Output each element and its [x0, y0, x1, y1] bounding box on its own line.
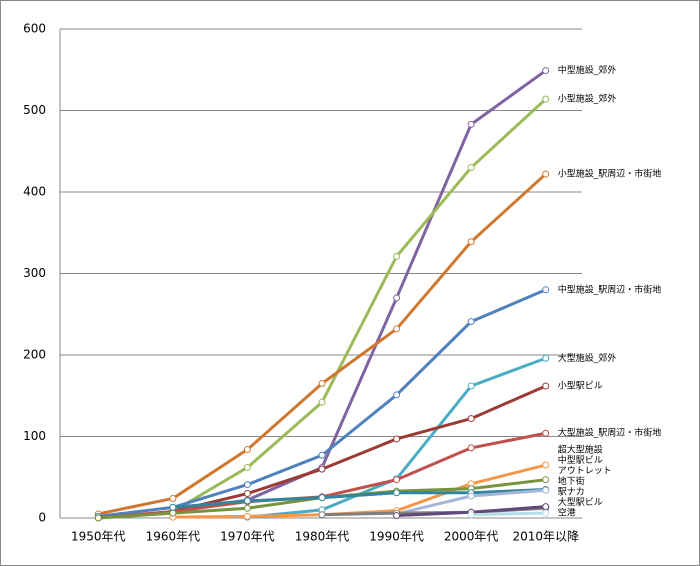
data-point [243, 512, 251, 520]
legend-label: 大型施設_駅周辺・市街地 [558, 427, 662, 439]
data-point [542, 95, 550, 103]
data-point [542, 382, 550, 390]
data-point [318, 511, 326, 519]
x-tick-label: 1960年代 [146, 530, 201, 544]
legend-label: 小型施設_郊外 [558, 93, 617, 105]
data-point [393, 294, 401, 302]
data-point [243, 481, 251, 489]
data-point [169, 503, 177, 511]
data-point [318, 465, 326, 473]
legend-label: 中型駅ビル [558, 454, 603, 466]
data-point [542, 286, 550, 294]
legend-label: 空港 [558, 507, 576, 519]
data-point [393, 435, 401, 443]
data-point [318, 494, 326, 502]
data-point [318, 451, 326, 459]
legend-label: 超大型施設 [558, 444, 603, 456]
data-point [467, 444, 475, 452]
data-point [393, 476, 401, 484]
legend-label: アウトレット [558, 466, 612, 477]
legend-label: 中型施設_郊外 [558, 64, 617, 76]
y-tick-label: 600 [23, 22, 46, 36]
legend-label: 駅ナカ [558, 487, 585, 498]
legend-label: 地下街 [558, 475, 585, 487]
y-tick-label: 400 [23, 185, 46, 199]
x-tick-label: 1970年代 [220, 530, 275, 544]
y-tick-label: 0 [38, 511, 46, 525]
data-point [169, 509, 177, 517]
y-tick-label: 100 [23, 429, 46, 443]
data-point [94, 514, 102, 522]
data-point [467, 318, 475, 326]
data-point [542, 429, 550, 437]
data-point [243, 463, 251, 471]
legend-label: 小型施設_駅周辺・市街地 [558, 168, 662, 180]
data-point [169, 494, 177, 502]
data-point [393, 512, 401, 520]
series-line [172, 487, 546, 509]
x-tick-label: 1990年代 [369, 530, 424, 544]
series-line [172, 384, 547, 513]
data-point [318, 398, 326, 406]
data-point [542, 170, 550, 178]
data-point [243, 497, 251, 505]
data-point [393, 252, 401, 260]
data-point [542, 503, 550, 511]
data-point [393, 325, 401, 333]
data-point [393, 391, 401, 399]
data-point [467, 511, 475, 519]
legend-label: 大型駅ビル [558, 496, 603, 508]
data-point [243, 490, 251, 498]
y-tick-label: 300 [23, 266, 46, 280]
data-point [542, 476, 550, 484]
data-point [542, 461, 550, 469]
x-tick-label: 2010年以降 [512, 530, 579, 544]
data-point [243, 504, 251, 512]
series-line [471, 511, 546, 517]
x-tick-label: 2000年代 [444, 530, 499, 544]
y-tick-label: 200 [23, 348, 46, 362]
data-point [542, 354, 550, 362]
data-point [467, 492, 475, 500]
data-point [467, 120, 475, 128]
y-tick-label: 500 [23, 103, 46, 117]
data-point [542, 486, 550, 494]
x-tick-label: 1980年代 [295, 530, 350, 544]
legend-label: 小型駅ビル [558, 380, 603, 391]
data-point [393, 489, 401, 497]
data-point [467, 415, 475, 423]
data-point [243, 446, 251, 454]
data-point [542, 509, 550, 517]
data-point [467, 382, 475, 390]
legend-label: 中型施設_駅周辺・市街地 [558, 283, 662, 295]
data-point [318, 380, 326, 388]
data-point [542, 67, 550, 75]
data-point [467, 164, 475, 172]
x-tick-label: 1950年代 [71, 530, 126, 544]
legend-label: 大型施設_郊外 [558, 352, 617, 364]
data-point [467, 238, 475, 246]
